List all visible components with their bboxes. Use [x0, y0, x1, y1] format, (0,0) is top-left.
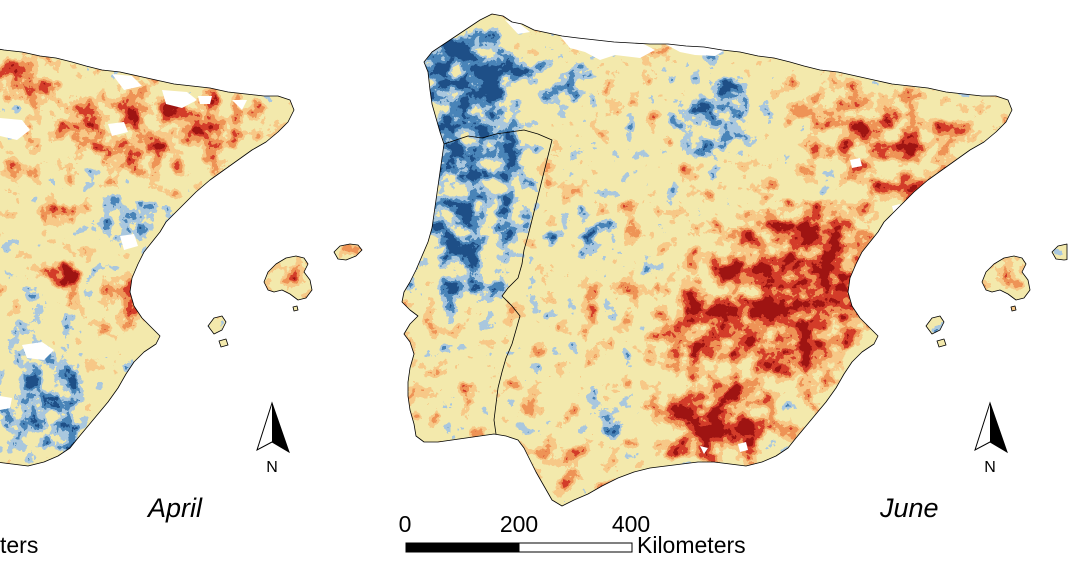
scale-tick-label: 400: [612, 511, 650, 537]
dry-zone: [12, 70, 292, 180]
wet-zone: [72, 185, 172, 255]
dry-zone: [82, 260, 162, 340]
month-label-april: April: [146, 493, 203, 523]
wet-zone: [2, 290, 82, 350]
scale-tick-label: 0: [399, 511, 412, 537]
april-panel: N April ters: [0, 13, 363, 558]
april-map: [0, 13, 363, 507]
scale-segment-open: [518, 542, 633, 553]
april-no-data-areas: [0, 74, 247, 410]
dry-zone: [790, 70, 890, 150]
dry-zone: [640, 280, 740, 380]
scale-tick-label: 200: [500, 511, 538, 537]
dry-zone: [520, 440, 600, 500]
dry-zone: [247, 245, 327, 305]
june-panel: N June 0 200 400 Kilometers: [399, 13, 1068, 558]
wet-zone: [0, 330, 112, 470]
wet-zone: [410, 210, 530, 330]
dry-zone: [410, 400, 450, 440]
portugal-spain-border: [443, 129, 553, 435]
june-raster: [402, 14, 1067, 506]
wet-zone: [590, 130, 670, 210]
month-label-june: June: [879, 493, 939, 523]
north-label: N: [984, 459, 996, 476]
north-label: N: [266, 459, 278, 476]
north-arrow-icon: N: [974, 401, 1008, 476]
scale-segment-filled: [405, 542, 520, 553]
april-raster: [0, 14, 362, 506]
wet-zone: [660, 45, 770, 175]
wet-zone: [203, 314, 231, 342]
scale-unit-fragment: ters: [0, 532, 38, 558]
dry-zone: [645, 370, 785, 470]
dry-zone: [22, 200, 82, 240]
wet-zone: [530, 200, 630, 280]
june-map: [401, 13, 1068, 507]
scale-unit-label: Kilometers: [637, 532, 746, 558]
wet-zone: [510, 40, 610, 140]
wet-zone: [921, 314, 949, 342]
dry-zone: [42, 259, 86, 291]
wet-zone: [575, 385, 645, 445]
scale-bar: 0 200 400 Kilometers: [399, 511, 746, 558]
dry-zone: [965, 245, 1045, 305]
north-arrow-icon: N: [256, 401, 290, 476]
dry-zone: [0, 50, 62, 110]
wet-zone: [127, 225, 177, 275]
